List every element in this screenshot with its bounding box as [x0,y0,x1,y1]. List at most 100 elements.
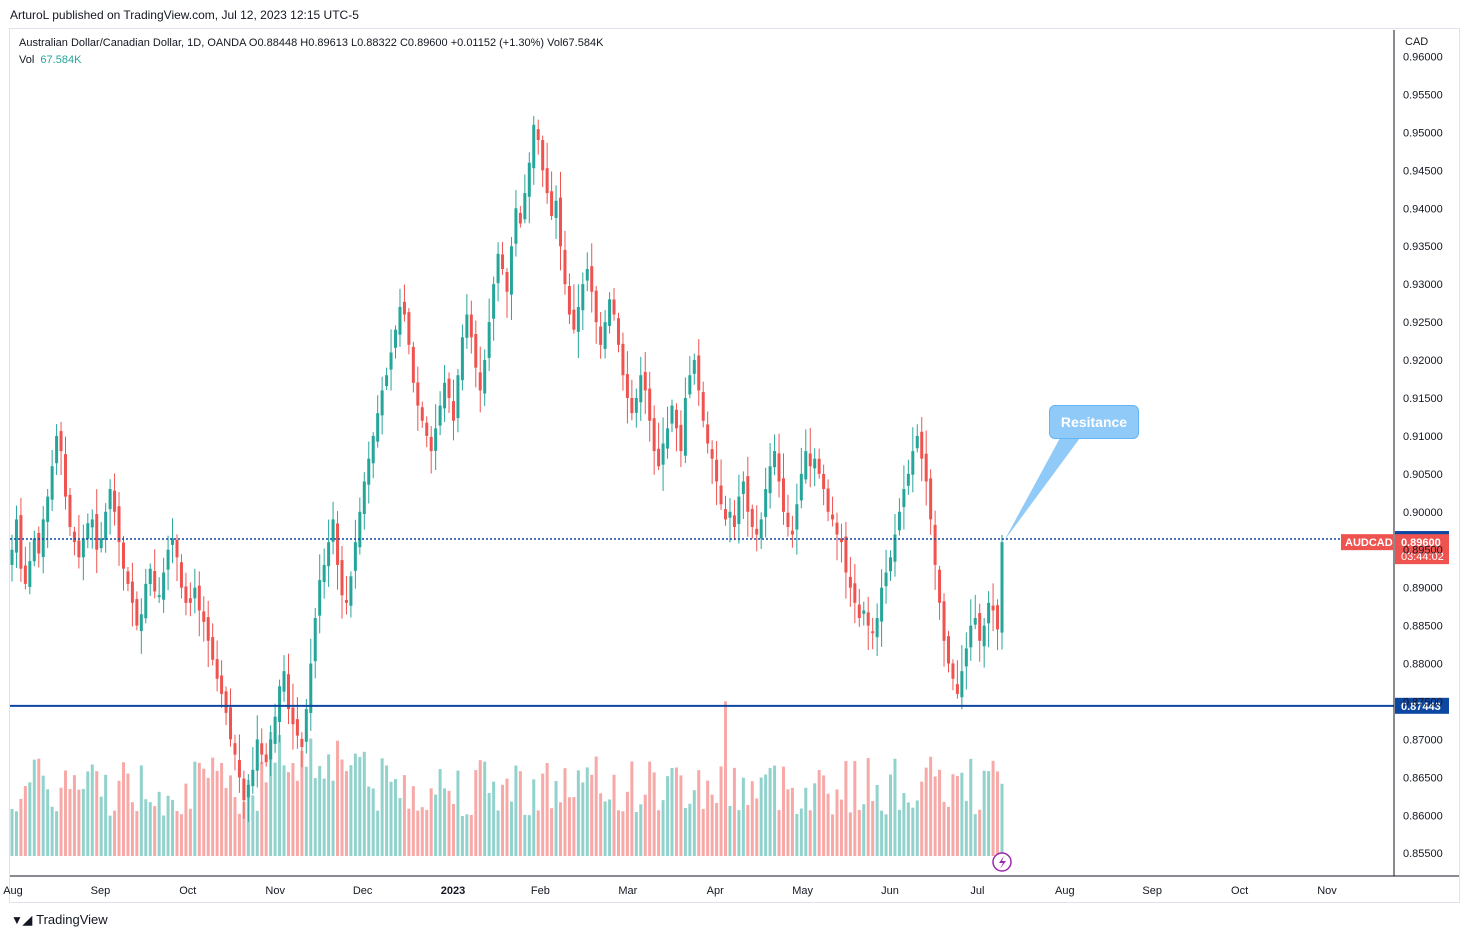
volume-bar [55,811,59,856]
volume-bar [202,768,206,856]
candle-body [657,448,661,467]
y-tick-label: 0.86500 [1403,772,1443,784]
volume-bar [336,740,340,856]
candle-body [300,738,304,748]
candle-body [616,318,620,345]
volume-bar [184,783,188,856]
candle-body [64,454,68,497]
candle-body [982,625,986,647]
candle-body [826,488,830,512]
volume-bar [95,771,99,856]
candle-body [973,618,977,625]
volume-bar [799,808,803,856]
candle-body [523,193,527,220]
volume-bar [353,753,357,856]
volume-bar [273,762,277,856]
volume-bar [795,813,799,856]
hline-price-label: 0.87443 [1401,701,1441,713]
candle-body [786,512,790,527]
x-tick-label: Mar [618,885,637,897]
volume-bar [550,808,554,856]
volume-bar [973,814,977,856]
volume-bar [282,765,286,856]
volume-bar [554,781,558,856]
candle-body [162,572,166,600]
candle-body [492,284,496,319]
candle-body [906,473,910,486]
candle-body [889,557,893,572]
volume-bar [64,770,68,856]
candle-body [567,285,571,315]
candle-body [920,431,924,459]
volume-bar [438,769,442,856]
y-tick-label: 0.92000 [1403,355,1443,367]
candle-body [113,490,117,512]
candle-body [327,542,331,567]
candle-body [95,514,99,550]
volume-bar [278,734,282,856]
volume-bar [304,766,308,856]
volume-bar [367,786,371,856]
candle-body [545,168,549,194]
candle-body [202,611,206,622]
candle-body [313,618,317,662]
candle-body [286,674,290,710]
candle-body [264,754,268,763]
candle-body [215,659,219,679]
candle-body [996,605,1000,630]
tradingview-brand[interactable]: ▼◢ TradingView [11,912,108,927]
x-tick-label: Oct [1231,885,1248,897]
candle-body [380,390,384,416]
volume-bar [77,789,81,856]
candle-body [153,571,157,592]
volume-bar [380,758,384,856]
volume-bar [420,807,424,856]
candle-body [362,481,366,514]
volume-bar [86,771,90,856]
volume-bar [532,779,536,856]
candle-body [532,124,536,169]
volume-bar [897,809,901,856]
volume-bar [166,795,170,856]
volume-bar [193,761,197,856]
volume-bar [559,802,563,856]
candle-body [862,610,866,614]
candle-body [197,585,201,611]
candle-body [768,466,772,494]
candle-body [978,613,982,641]
candle-body [679,424,683,452]
y-tick-label: 0.94000 [1403,203,1443,215]
resistance-callout[interactable]: Resitance [1049,405,1139,439]
candle-body [251,769,255,787]
volume-bar [590,774,594,856]
volume-bar [831,814,835,856]
countdown-label: 03:44:02 [1401,551,1444,563]
volume-bar [206,777,210,856]
candle-body [451,401,455,421]
candle-body [808,453,812,467]
volume-bar [255,810,259,856]
volume-bar [233,797,237,856]
candle-body [340,560,344,596]
candle-body [188,598,192,603]
x-tick-label: Sep [91,885,111,897]
candle-body [59,431,63,452]
candle-body [732,515,736,527]
volume-bar [37,758,41,856]
candle-body [496,253,500,284]
volume-bar [960,772,964,856]
volume-bar [773,765,777,856]
last-price-label: 0.89600 [1401,537,1441,549]
candle-body [456,375,460,419]
volume-bar [416,810,420,856]
volume-bar [264,782,268,856]
candle-body [643,371,647,391]
candle-body [184,586,188,603]
candle-body [951,663,955,679]
candle-body [661,443,665,465]
candle-body [835,522,839,535]
candle-body [625,374,629,398]
symbol-tag-label: AUDCAD [1345,537,1393,549]
volume-bar [826,793,830,856]
